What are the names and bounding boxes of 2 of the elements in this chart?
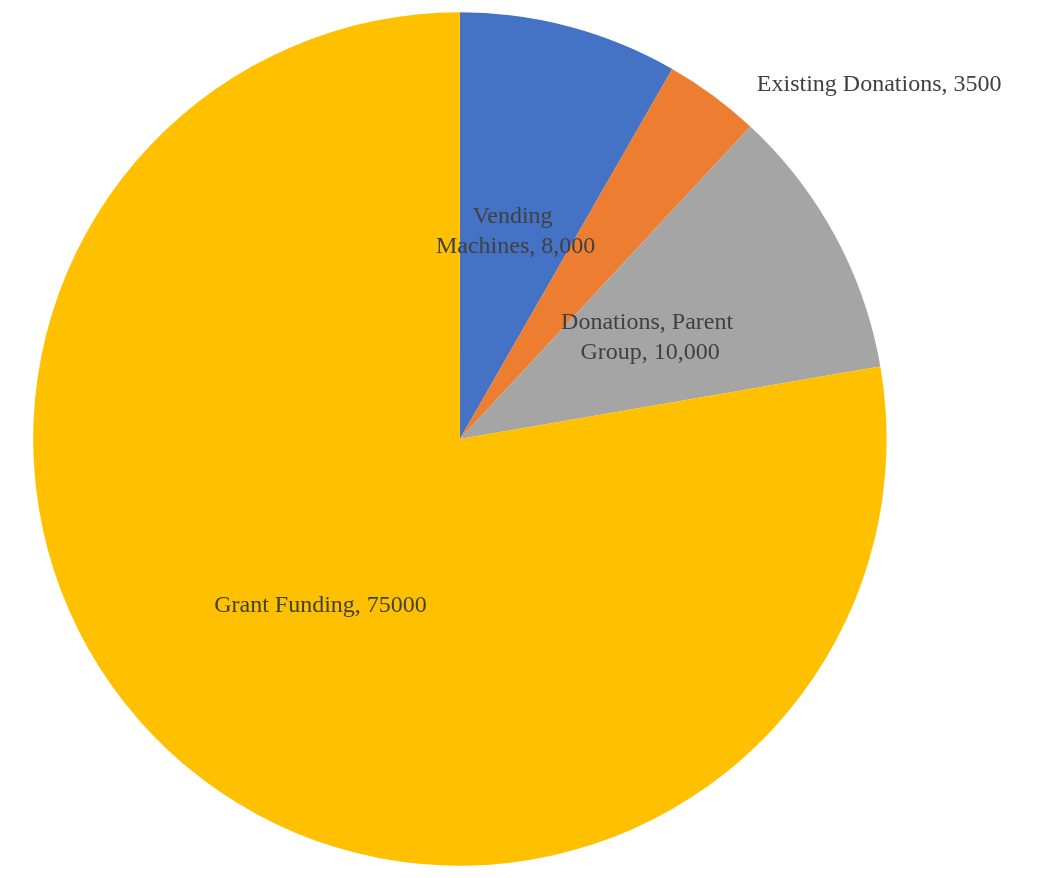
slice-label: Grant Funding, 75000 — [214, 591, 427, 618]
slice-label: Existing Donations, 3500 — [756, 70, 1002, 97]
